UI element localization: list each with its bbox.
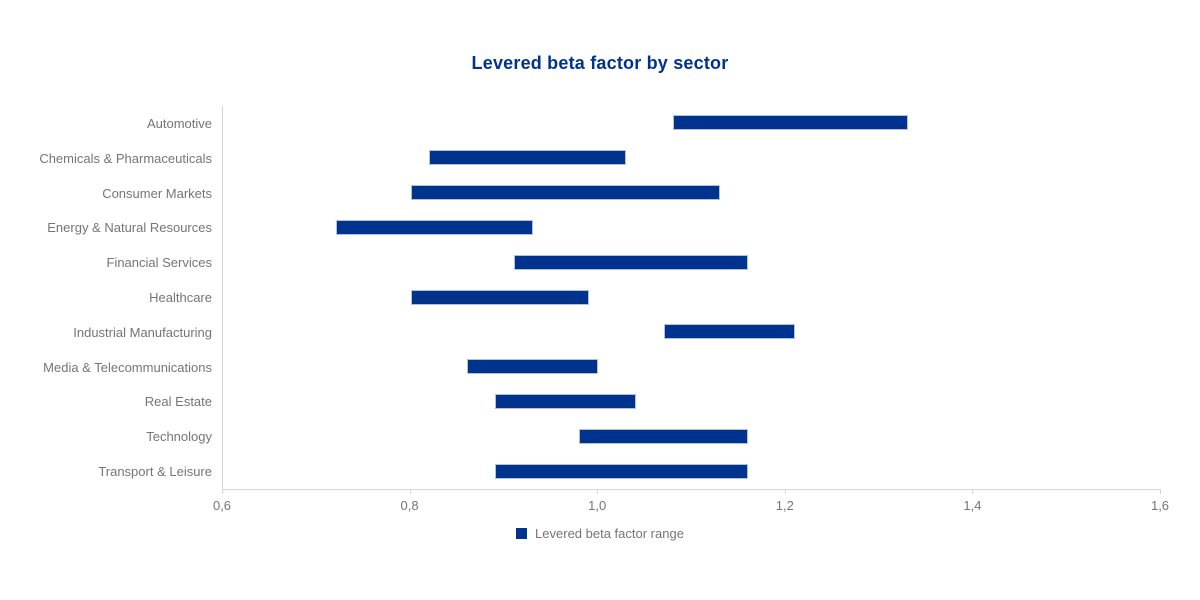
category-label: Media & Telecommunications xyxy=(43,359,212,375)
legend-label: Levered beta factor range xyxy=(535,526,684,541)
category-label: Chemicals & Pharmaceuticals xyxy=(39,150,212,166)
category-label: Consumer Markets xyxy=(102,185,212,201)
range-bar[interactable] xyxy=(513,254,749,270)
range-bar[interactable] xyxy=(495,463,749,479)
x-tick-mark xyxy=(597,490,599,494)
category-label: Technology xyxy=(146,429,212,445)
x-tick-label: 1,6 xyxy=(1150,498,1170,513)
legend-swatch-icon xyxy=(516,528,528,539)
x-tick-label: 1,2 xyxy=(775,498,794,513)
plot-area xyxy=(222,106,1161,490)
x-tick-mark xyxy=(1160,490,1161,494)
range-bar[interactable] xyxy=(466,359,599,375)
range-bar[interactable] xyxy=(673,115,908,131)
category-label: Automotive xyxy=(146,115,212,131)
category-label: Energy & Natural Resources xyxy=(47,220,212,236)
x-tick-label: 0,6 xyxy=(212,498,232,513)
x-tick-mark xyxy=(409,490,411,494)
category-label: Healthcare xyxy=(149,289,212,305)
x-tick-mark xyxy=(222,490,223,494)
category-label: Financial Services xyxy=(106,255,213,271)
category-label: Industrial Manufacturing xyxy=(73,324,212,340)
range-bar[interactable] xyxy=(495,393,636,409)
category-label: Real Estate xyxy=(144,394,212,410)
x-tick-label: 1,0 xyxy=(588,498,607,513)
x-tick-mark xyxy=(784,490,786,494)
legend[interactable]: Levered beta factor range xyxy=(0,526,1200,541)
chart-title: Levered beta factor by sector xyxy=(471,53,729,73)
x-axis: 0,6 0,8 1,0 1,2 1,4 1,6 xyxy=(213,490,1169,520)
x-tick-label: 1,4 xyxy=(963,498,982,513)
range-bar[interactable] xyxy=(335,219,533,235)
range-bar[interactable] xyxy=(663,324,796,340)
x-tick-label: 0,8 xyxy=(400,498,419,513)
x-tick-mark xyxy=(972,490,974,494)
range-bar[interactable] xyxy=(410,185,721,201)
category-labels: Automotive Chemicals & Pharmaceuticals Con… xyxy=(0,106,212,489)
range-bar[interactable] xyxy=(429,150,627,166)
category-label: Transport & Leisure xyxy=(98,464,212,480)
range-bar[interactable] xyxy=(410,289,589,305)
range-bar[interactable] xyxy=(579,428,749,444)
